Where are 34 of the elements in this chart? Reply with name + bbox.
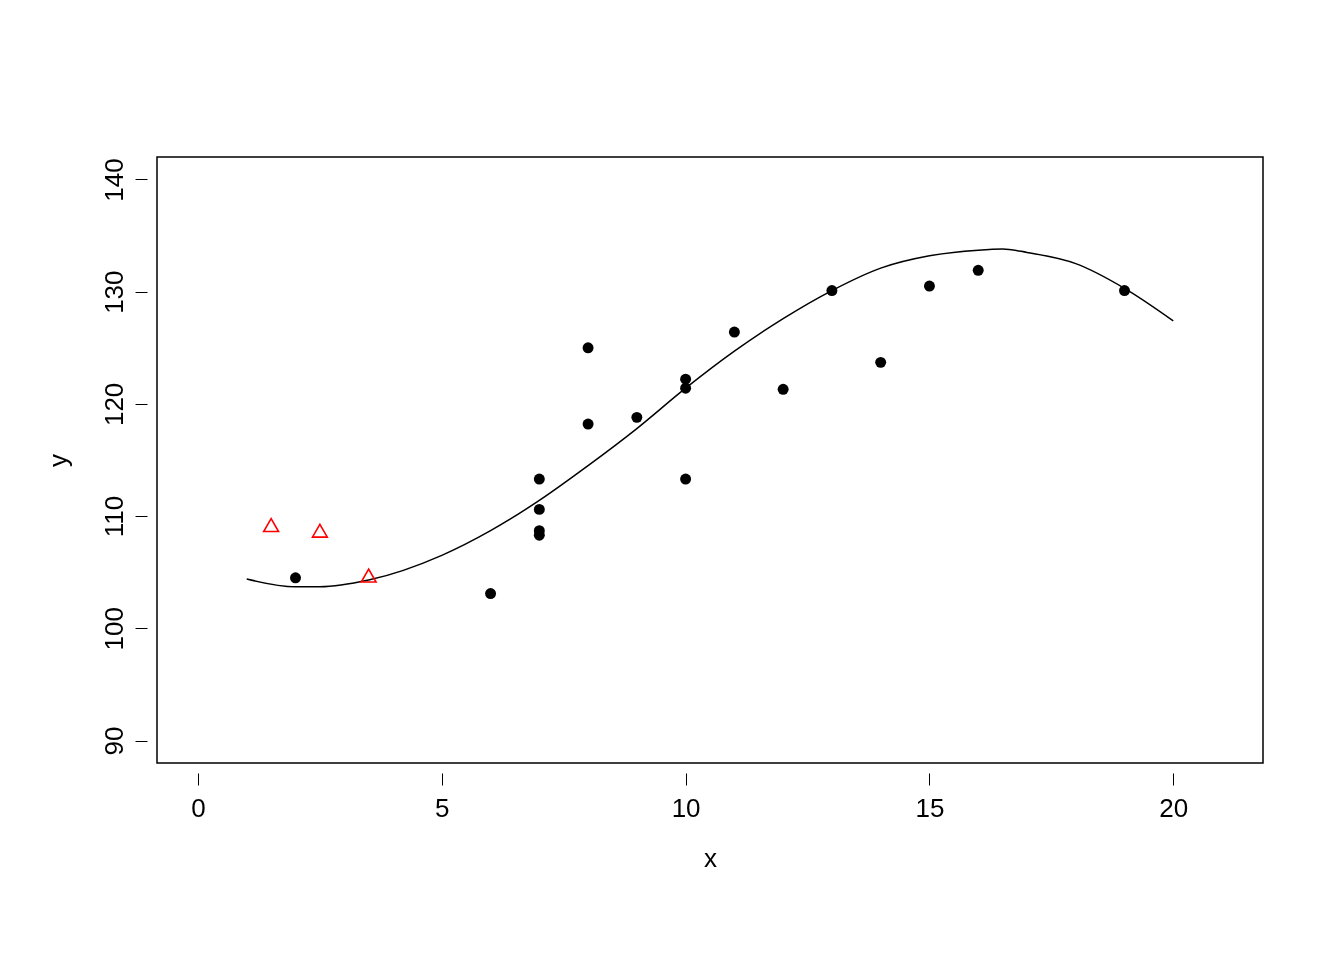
x-axis-title: x (704, 842, 717, 873)
point (582, 418, 594, 430)
point (728, 326, 740, 338)
point (680, 382, 692, 394)
point (485, 588, 497, 600)
x-tick-label: 0 (191, 792, 206, 823)
y-tick-label: 110 (98, 495, 129, 538)
y-tick-label: 90 (98, 726, 129, 756)
x-tick-label: 20 (1159, 792, 1189, 823)
point (680, 473, 692, 485)
point (972, 264, 984, 276)
point (826, 285, 838, 297)
point (680, 373, 692, 385)
point (923, 280, 935, 292)
point (311, 523, 329, 538)
point (533, 503, 545, 515)
point (631, 411, 643, 423)
point (262, 517, 280, 533)
x-tick-label: 10 (671, 792, 701, 823)
y-tick-label: 140 (98, 158, 129, 202)
y-tick-label: 100 (98, 607, 129, 651)
y-axis-title: y (42, 454, 73, 467)
point (875, 356, 887, 368)
line-series (245, 248, 1175, 588)
y-tick-label: 130 (98, 270, 129, 314)
x-tick-label: 15 (915, 792, 945, 823)
point (533, 473, 545, 485)
point (360, 568, 377, 583)
point (777, 383, 789, 395)
y-tick-label: 120 (98, 382, 129, 427)
x-tick-label: 5 (435, 792, 450, 823)
point (1119, 285, 1130, 297)
point (290, 572, 301, 584)
point (582, 342, 594, 354)
